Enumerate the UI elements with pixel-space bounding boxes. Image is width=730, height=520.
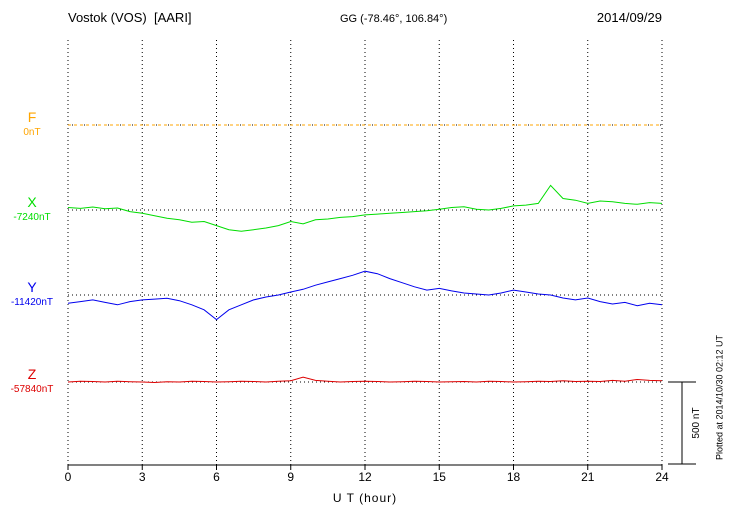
x-axis-title: U T (hour) (332, 491, 398, 505)
geo-coordinates: GG (-78.46°, 106.84°) (340, 13, 448, 25)
scale-bar-label: 500 nT (691, 407, 702, 439)
trace-Z (67, 376, 663, 384)
plot-date: 2014/09/29 (596, 10, 662, 25)
station-title: Vostok (VOS) [AARI] (68, 10, 192, 25)
trace-Y (67, 270, 663, 321)
plotted-at-note: Plotted at 2014/10/30 02:12 UT (714, 334, 725, 461)
trace-X (67, 184, 663, 232)
